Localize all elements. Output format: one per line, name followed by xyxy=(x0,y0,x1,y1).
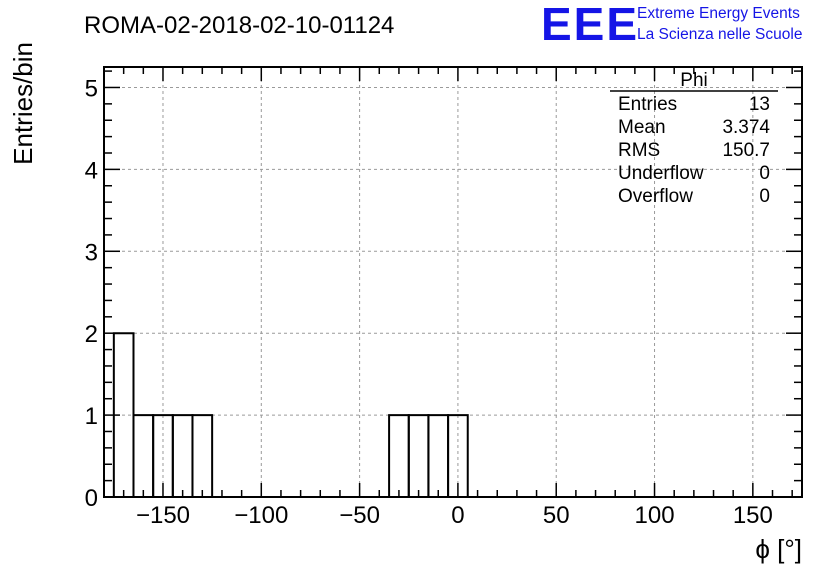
stats-box-name: Phi xyxy=(680,70,707,91)
x-tick-label: 150 xyxy=(733,502,773,529)
histogram-bin xyxy=(191,414,214,497)
stats-label-mean: Mean xyxy=(618,117,666,138)
tick-labels: −150 −100 −50 0 50 100 150 0 1 2 3 4 5 xyxy=(85,75,773,529)
y-tick-label: 5 xyxy=(85,75,98,102)
y-tick-label: 4 xyxy=(85,157,98,184)
x-tick-label: 50 xyxy=(543,502,570,529)
stats-value-underflow: 0 xyxy=(759,163,770,184)
stats-label-entries: Entries xyxy=(618,94,677,115)
x-tick-label: 100 xyxy=(635,502,675,529)
stats-label-overflow: Overflow xyxy=(618,186,693,207)
stats-value-overflow: 0 xyxy=(759,186,770,207)
plot-frame xyxy=(103,66,803,498)
eee-logo-line2: La Scienza nelle Scuole xyxy=(637,26,802,43)
stats-label-rms: RMS xyxy=(618,140,660,161)
y-axis-title: Entries/bin xyxy=(8,42,38,165)
eee-logo-line1: Extreme Energy Events xyxy=(637,5,800,22)
eee-logo: EEE Extreme Energy Events La Scienza nel… xyxy=(541,0,802,50)
histogram-bin xyxy=(447,414,469,497)
axes xyxy=(103,66,803,498)
eee-logo-mark: EEE xyxy=(541,0,639,50)
x-tick-label: −100 xyxy=(234,502,288,529)
y-tick-label: 3 xyxy=(85,239,98,266)
x-tick-label: −50 xyxy=(339,502,380,529)
y-tick-label: 1 xyxy=(85,403,98,430)
chart-title: ROMA-02-2018-02-10-01124 xyxy=(84,12,394,39)
x-tick-label: −150 xyxy=(136,502,190,529)
y-tick-label: 2 xyxy=(85,321,98,348)
stats-box: Phi Entries 13 Mean 3.374 RMS 150.7 Unde… xyxy=(610,70,778,207)
stats-value-rms: 150.7 xyxy=(722,140,770,161)
stats-value-entries: 13 xyxy=(749,94,770,115)
stats-value-mean: 3.374 xyxy=(722,117,770,138)
y-tick-label: 0 xyxy=(85,485,98,512)
x-axis-title: ϕ [°] xyxy=(755,534,802,564)
x-tick-label: 0 xyxy=(451,502,464,529)
stats-label-underflow: Underflow xyxy=(618,163,704,184)
